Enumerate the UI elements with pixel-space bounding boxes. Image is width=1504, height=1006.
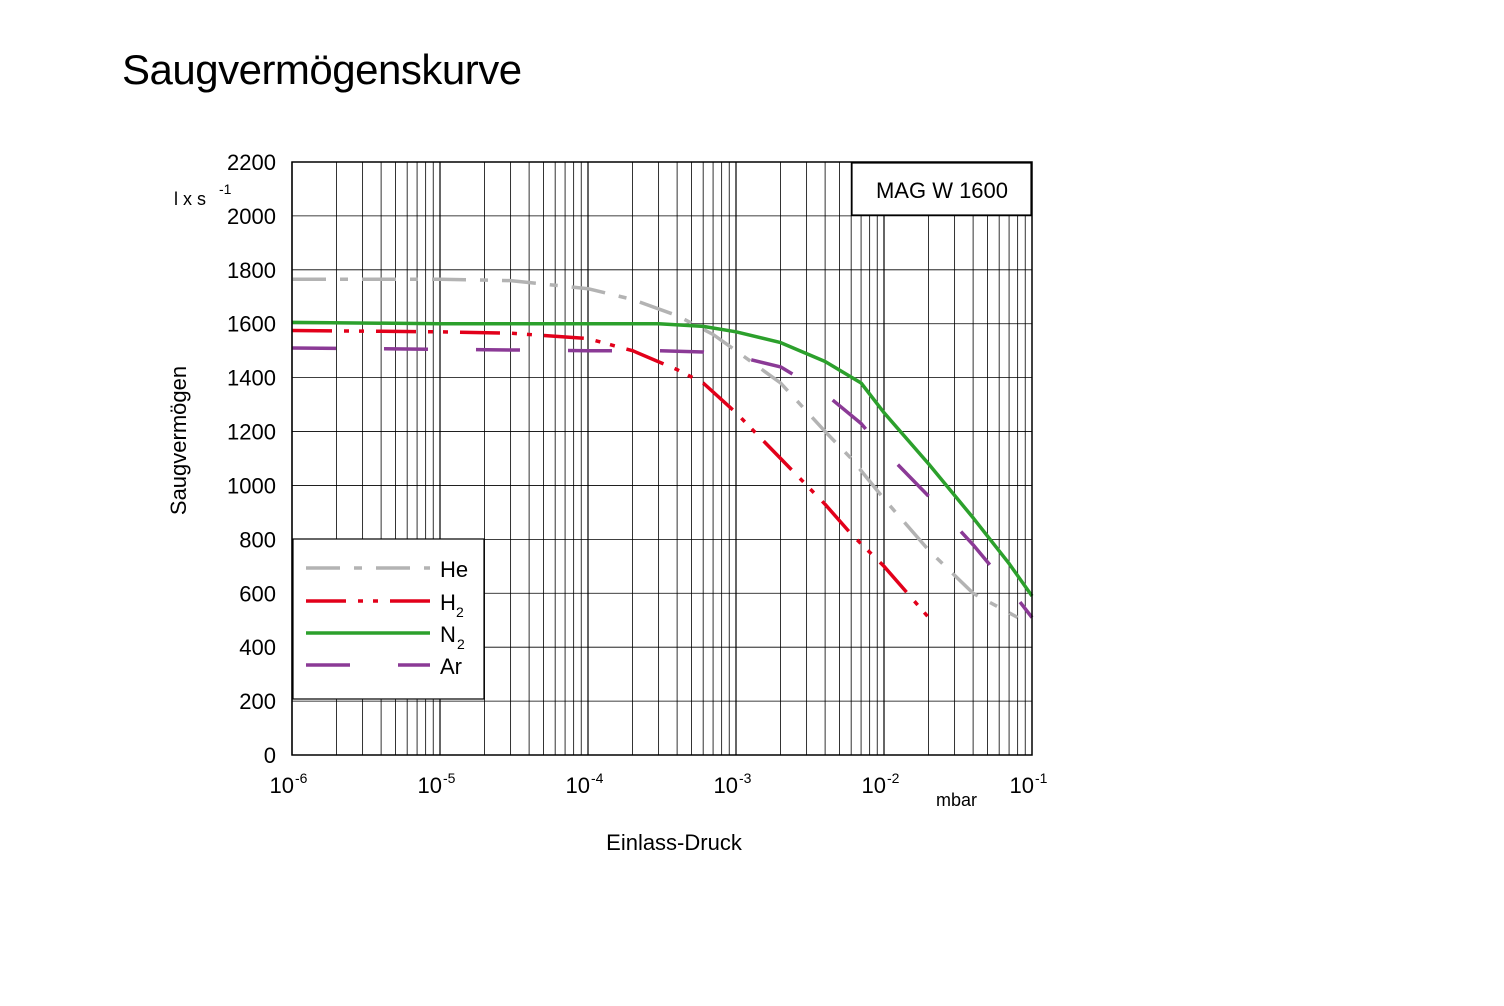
y-axis-unit: l x s -1 [174, 181, 232, 209]
x-tick-base: 10 [1010, 773, 1034, 798]
x-axis-unit: mbar [936, 790, 977, 810]
chart-series [291, 277, 1034, 620]
plot-frame [291, 161, 1033, 756]
x-tick-base: 10 [862, 773, 886, 798]
y-tick-label: 2000 [227, 204, 276, 229]
x-tick: 10 -6 [270, 770, 308, 798]
legend-label-subscript: 2 [456, 604, 464, 620]
y-tick-label: 2200 [227, 150, 276, 175]
legend-label: H [440, 590, 456, 615]
y-tick-label: 600 [239, 581, 276, 606]
x-tick: 10 -2 [862, 770, 900, 798]
model-label: MAG W 1600 [876, 178, 1008, 203]
x-tick-exponent: -3 [739, 770, 752, 786]
y-tick-label: 1200 [227, 420, 276, 445]
x-tick-exponent: -1 [1035, 770, 1048, 786]
y-axis-label: Saugvermögen [166, 366, 191, 515]
series-line-he [292, 277, 1019, 620]
x-axis-ticks: 10 -6 10 -5 10 -4 10 -3 10 -2 10 -1 [270, 770, 1048, 798]
y-axis-ticks: 0 200 400 600 800 1000 1200 1400 1600 1800 2000 220… [227, 150, 276, 768]
legend-label: N [440, 622, 456, 647]
y-tick-label: 1000 [227, 473, 276, 498]
series-line-n2 [291, 320, 1034, 598]
y-unit-base: l x s [174, 189, 206, 209]
y-tick-label: 1600 [227, 312, 276, 337]
legend-label: He [440, 557, 468, 582]
legend-item: Ar [306, 654, 462, 679]
legend-frame [292, 538, 485, 700]
model-label-frame [851, 162, 1032, 216]
x-tick: 10 -1 [1010, 770, 1048, 798]
series-line-h2 [291, 328, 930, 619]
x-axis-label: Einlass-Druck [606, 830, 743, 855]
y-unit-exponent: -1 [219, 181, 232, 197]
y-tick-label: 200 [239, 689, 276, 714]
x-tick-exponent: -2 [887, 770, 900, 786]
series-line-ar [291, 346, 1034, 619]
x-tick-base: 10 [566, 773, 590, 798]
x-tick-base: 10 [418, 773, 442, 798]
model-label-box: MAG W 1600 [851, 162, 1032, 216]
y-tick-label: 800 [239, 527, 276, 552]
x-tick-exponent: -6 [295, 770, 308, 786]
x-tick-base: 10 [714, 773, 738, 798]
legend-label-subscript: 2 [457, 636, 465, 652]
x-tick-exponent: -4 [591, 770, 604, 786]
legend-label: Ar [440, 654, 462, 679]
y-tick-label: 400 [239, 635, 276, 660]
legend-item: He [306, 557, 468, 582]
y-tick-label: 0 [264, 743, 276, 768]
y-tick-label: 1800 [227, 258, 276, 283]
x-tick: 10 -3 [714, 770, 752, 798]
chart-legend: HeH 2N 2Ar [292, 538, 485, 700]
x-tick-base: 10 [270, 773, 294, 798]
x-tick: 10 -4 [566, 770, 604, 798]
page-title: Saugvermögenskurve [122, 46, 522, 93]
x-tick-exponent: -5 [443, 770, 456, 786]
x-tick: 10 -5 [418, 770, 456, 798]
y-tick-label: 1400 [227, 366, 276, 391]
